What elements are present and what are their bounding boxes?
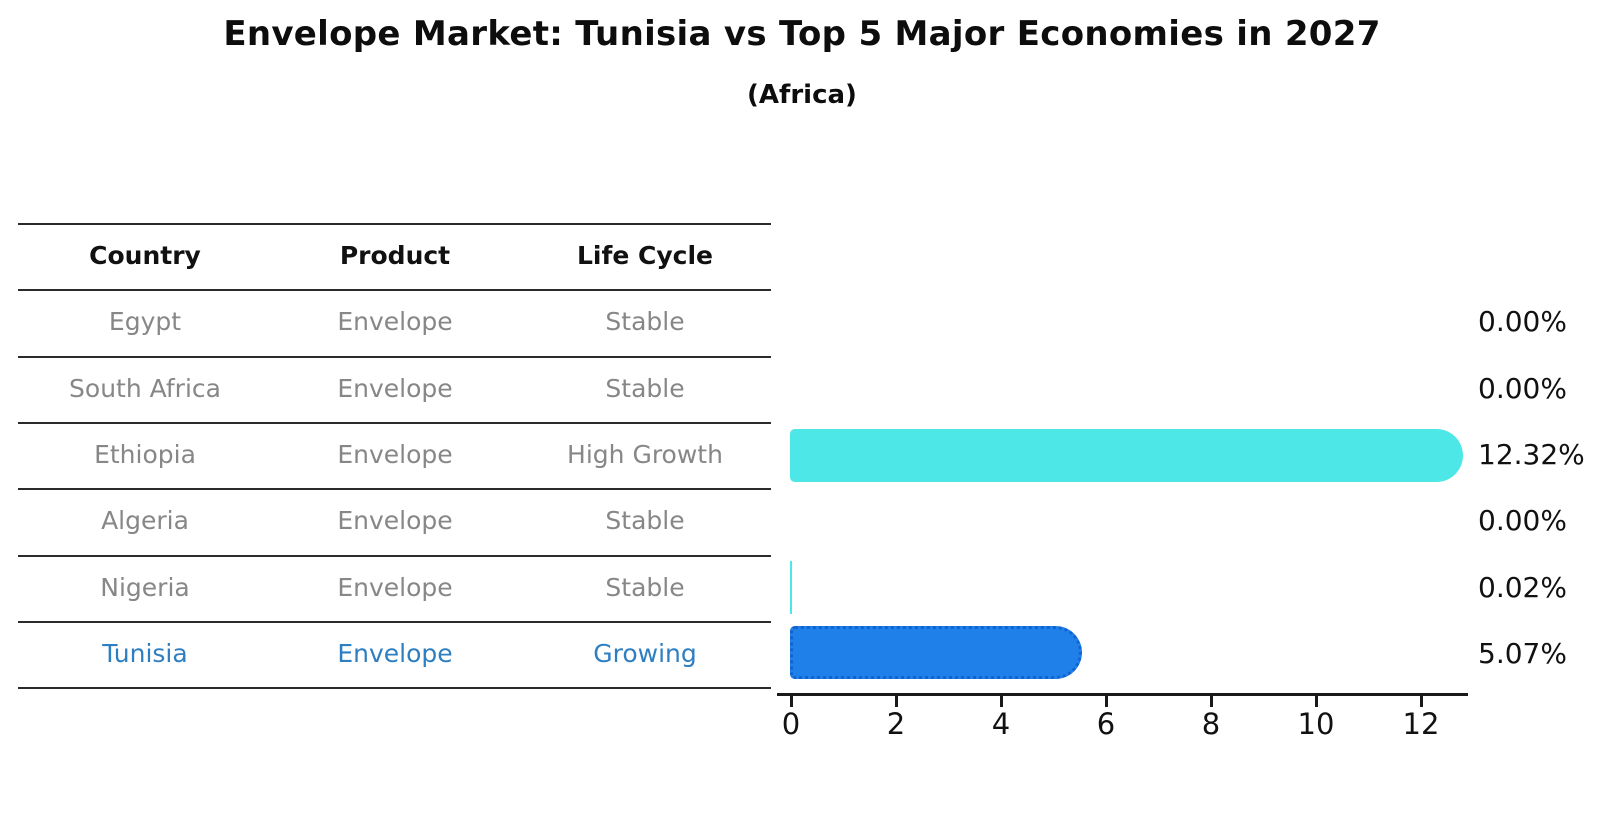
x-axis-tick [1105,696,1108,707]
cell-product: Envelope [337,573,453,602]
cell-country: Tunisia [102,639,188,668]
value-label-ethiopia: 12.32% [1478,438,1585,471]
table-row-separator [18,555,771,557]
cell-country: Ethiopia [94,440,196,469]
cell-product: Envelope [337,307,453,336]
x-axis-tick [1420,696,1423,707]
table-row-separator [18,422,771,424]
cell-lifecycle: Stable [605,374,685,403]
value-label-nigeria: 0.02% [1478,571,1567,604]
table-header-separator [18,289,771,291]
x-axis-line [777,693,1468,696]
chart-title: Envelope Market: Tunisia vs Top 5 Major … [223,14,1381,54]
cell-lifecycle: Stable [605,307,685,336]
table-row-separator [18,621,771,623]
cell-country: South Africa [69,374,221,403]
x-axis-tick [1315,696,1318,707]
x-axis-tick-label: 8 [1201,707,1221,741]
x-axis-tick [1000,696,1003,707]
x-axis-tick [1210,696,1213,707]
cell-product: Envelope [337,506,453,535]
table-row-separator [18,356,771,358]
table-header-country: Country [89,241,201,270]
table-border-bottom [18,687,771,689]
cell-product: Envelope [337,374,453,403]
table-header-product: Product [339,241,451,270]
x-axis-tick-label: 12 [1402,707,1440,741]
table-row-separator [18,488,771,490]
bar-nigeria [790,561,792,614]
value-label-algeria: 0.00% [1478,504,1567,537]
cell-country: Algeria [101,506,189,535]
x-axis-tick [790,696,793,707]
bar-tunisia [790,626,1083,679]
table-header-lifecycle: Life Cycle [576,241,714,270]
value-label-south-africa: 0.00% [1478,372,1567,405]
x-axis-tick-label: 0 [781,707,801,741]
cell-product: Envelope [337,639,453,668]
x-axis-tick-label: 4 [991,707,1011,741]
table-border-top [18,223,771,225]
cell-country: Egypt [108,307,182,336]
x-axis-tick [895,696,898,707]
cell-lifecycle: High Growth [567,440,723,469]
value-label-egypt: 0.00% [1478,305,1567,338]
cell-product: Envelope [337,440,453,469]
x-axis-tick-label: 10 [1297,707,1335,741]
chart-subtitle: (Africa) [747,80,857,110]
bar-ethiopia [790,429,1463,482]
x-axis-tick-label: 2 [886,707,906,741]
value-label-tunisia: 5.07% [1478,637,1567,670]
cell-lifecycle: Stable [605,506,685,535]
cell-country: Nigeria [100,573,190,602]
cell-lifecycle: Growing [593,639,697,668]
cell-lifecycle: Stable [605,573,685,602]
x-axis-tick-label: 6 [1096,707,1116,741]
